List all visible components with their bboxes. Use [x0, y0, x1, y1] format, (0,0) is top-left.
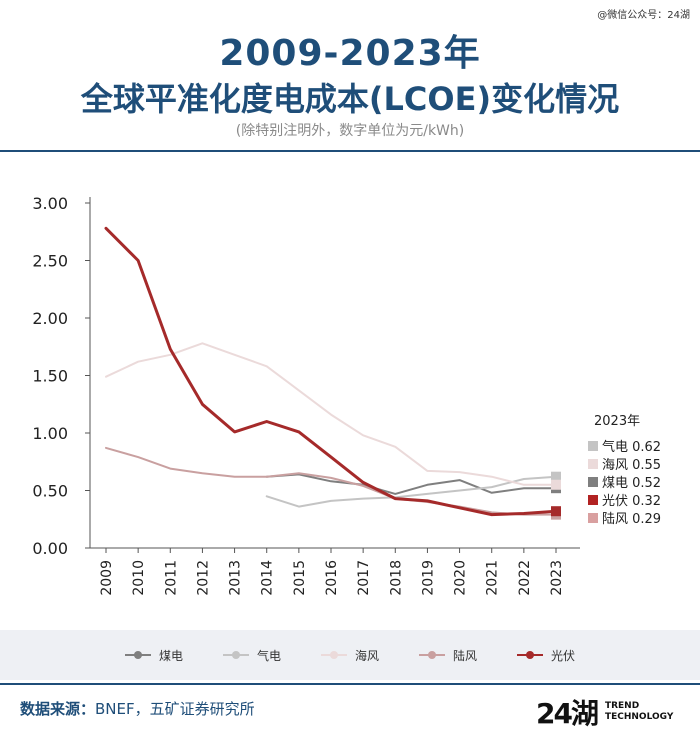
x-tick-label: 2019 — [420, 560, 436, 596]
legend-label: 煤电 — [158, 648, 183, 663]
legend-label: 陆风 — [453, 648, 478, 663]
y-tick-label: 0.50 — [32, 482, 68, 501]
legend-label: 气电 — [256, 648, 281, 663]
title-divider — [0, 150, 700, 152]
legend-item: 陆风 — [419, 647, 477, 664]
annotation-label: 陆风 0.29 — [602, 511, 661, 527]
x-tick-label: 2022 — [517, 560, 533, 596]
x-tick-label: 2015 — [292, 560, 308, 596]
annotation-title: 2023年 — [594, 414, 640, 429]
x-tick-label: 2011 — [163, 560, 179, 596]
x-tick-label: 2012 — [195, 560, 211, 596]
source-label: 数据来源： — [20, 700, 96, 718]
x-tick-label: 2010 — [131, 560, 147, 596]
brand-logo: 24湖 TREND TECHNOLOGY — [536, 692, 673, 732]
annotation-label: 海风 0.55 — [602, 458, 661, 473]
y-tick-label: 0.00 — [32, 539, 68, 558]
annotation-swatch — [588, 477, 598, 487]
lcoe-line-chart: 0.00 0.50 1.00 1.50 2.00 2.50 3.00 2009 2010 2011… — [32, 194, 661, 596]
x-tick-label: 2013 — [228, 560, 244, 596]
legend-swatch — [419, 650, 445, 660]
footer-divider — [0, 683, 700, 685]
x-tick-label: 2020 — [453, 560, 469, 596]
chart-title-line1: 2009-2023年 — [219, 33, 481, 74]
series-line-光伏 — [104, 226, 558, 517]
annotation-swatch — [588, 459, 598, 469]
chart-title-line2: 全球平准化度电成本(LCOE)变化情况 — [80, 80, 620, 118]
series-line-煤电 — [265, 473, 557, 495]
x-tick-label: 2014 — [260, 560, 276, 596]
legend-item: 光伏 — [517, 647, 575, 664]
legend-swatch — [517, 650, 544, 660]
source-note: 数据来源：BNEF，五矿证券研究所 — [20, 698, 255, 719]
legend-swatch — [320, 650, 347, 660]
y-tick-label: 1.00 — [32, 424, 68, 443]
logo-text-line1: TREND — [604, 701, 640, 711]
chart-subtitle: (除特别注明外，数字单位为元/kWh) — [235, 123, 465, 139]
y-tick-label: 2.00 — [32, 309, 68, 328]
legend-label: 海风 — [354, 648, 379, 663]
x-tick-label: 2023 — [549, 560, 565, 596]
annotation-swatch — [588, 495, 598, 505]
legend-item: 煤电 — [124, 647, 183, 664]
logo-text-line2: TECHNOLOGY — [604, 712, 674, 722]
y-tick-label: 3.00 — [32, 194, 68, 213]
logo-text: TREND TECHNOLOGY — [605, 701, 673, 723]
source-text: BNEF，五矿证券研究所 — [95, 700, 255, 718]
series-line-陆风 — [105, 446, 557, 516]
series-line-气电 — [265, 475, 557, 508]
x-tick-label: 2009 — [99, 560, 115, 596]
watermark: @微信公众号：24湖 — [597, 10, 690, 21]
logo-mark: 24湖 — [536, 697, 599, 730]
legend-label: 光伏 — [551, 648, 576, 663]
chart-legend: 煤电 气电 海风 陆风 光伏 — [0, 630, 700, 680]
end-marker-海风 — [551, 479, 561, 490]
series-line-海风 — [105, 342, 557, 486]
end-marker-光伏 — [551, 506, 561, 517]
x-tick-label: 2018 — [388, 560, 404, 596]
x-tick-label: 2016 — [324, 560, 340, 596]
legend-item: 气电 — [222, 647, 281, 664]
annotation-label: 煤电 0.52 — [602, 476, 661, 491]
annotation-swatch — [588, 441, 598, 451]
y-tick-label: 2.50 — [32, 252, 68, 271]
y-tick-label: 1.50 — [32, 367, 68, 386]
legend-swatch — [124, 650, 151, 660]
x-tick-label: 2021 — [485, 560, 501, 596]
end-marker-气电 — [551, 471, 561, 482]
annotation-swatch — [588, 513, 598, 523]
annotation-label: 气电 0.62 — [602, 439, 661, 455]
x-tick-label: 2017 — [356, 560, 372, 596]
annotation-label: 光伏 0.32 — [602, 494, 661, 509]
legend-item: 海风 — [320, 647, 379, 664]
legend-swatch — [222, 650, 249, 660]
